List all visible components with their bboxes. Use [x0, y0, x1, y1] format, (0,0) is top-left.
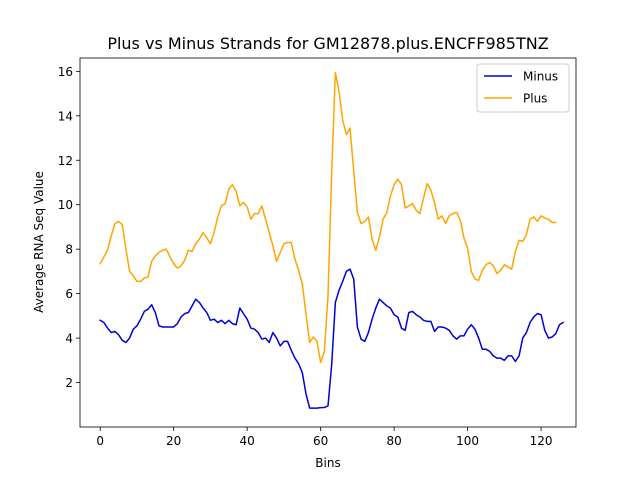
x-tick-label: 20: [166, 434, 181, 448]
x-tick-label: 60: [313, 434, 328, 448]
x-tick-label: 120: [530, 434, 553, 448]
y-tick-label: 4: [65, 332, 73, 346]
x-tick-label: 0: [96, 434, 104, 448]
x-tick-label: 80: [386, 434, 401, 448]
y-tick-label: 10: [58, 198, 73, 212]
x-axis-title: Bins: [315, 456, 340, 470]
legend-label-minus: Minus: [523, 70, 558, 84]
y-tick-label: 8: [65, 243, 73, 257]
x-tick-label: 100: [456, 434, 479, 448]
y-tick-label: 2: [65, 376, 73, 390]
y-tick-label: 14: [58, 109, 73, 123]
y-axis-title: Average RNA Seq Value: [32, 171, 46, 313]
y-tick-label: 12: [58, 154, 73, 168]
series-line-plus: [99, 71, 557, 364]
x-tick-label: 40: [240, 434, 255, 448]
y-tick-label: 6: [65, 287, 73, 301]
legend: Minus Plus: [476, 63, 570, 113]
y-tick-label: 16: [58, 65, 73, 79]
chart-title: Plus vs Minus Strands for GM12878.plus.E…: [107, 34, 548, 53]
series-line-minus: [99, 268, 565, 409]
plot-area: 0 20 40 60 80 100 120 2 4 6 8 10 12 14 16: [58, 57, 577, 448]
legend-label-plus: Plus: [523, 92, 547, 106]
plot-frame: [79, 57, 577, 428]
